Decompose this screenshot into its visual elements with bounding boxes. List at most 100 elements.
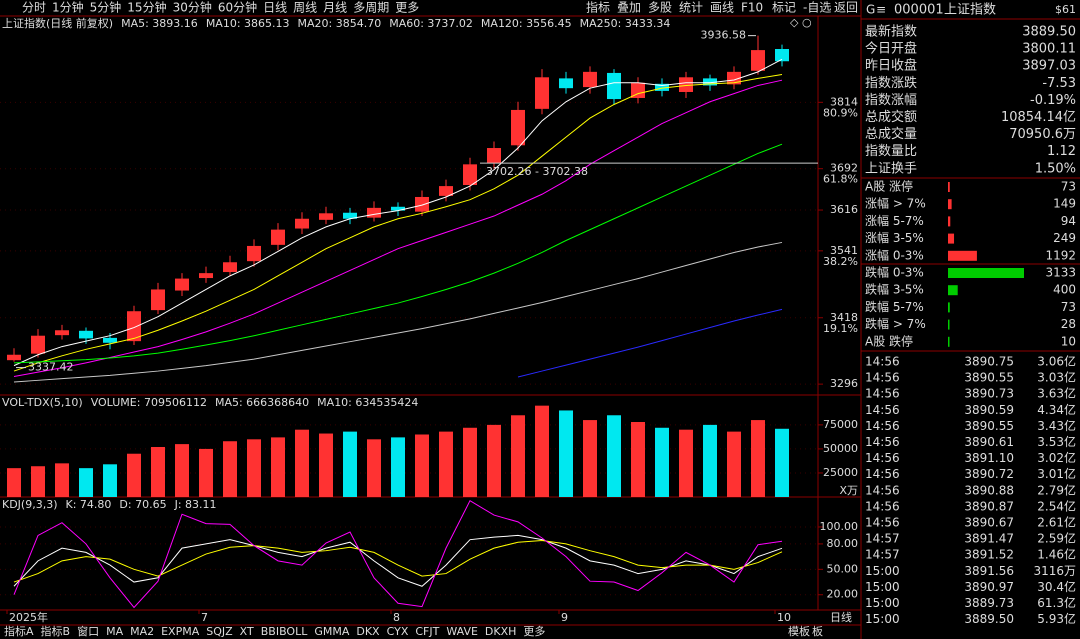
volume-bar [175, 444, 189, 497]
bottom-tab[interactable]: CYX [387, 625, 409, 638]
toolbar-tool[interactable]: 标记 [772, 1, 796, 15]
toolbar-tab[interactable]: 多周期 [353, 1, 389, 15]
bottom-tab[interactable]: DKX [356, 625, 380, 638]
volume-bar [775, 428, 789, 497]
tick-amount: 3.43亿 [1037, 418, 1076, 433]
bottom-tab[interactable]: DKXH [485, 625, 517, 638]
toolbar-tool[interactable]: 返回 [834, 1, 858, 15]
candle-body [583, 71, 597, 88]
bottom-tab[interactable]: EXPMA [161, 625, 200, 638]
legend-entry: VOLUME: 709506112 [91, 396, 207, 409]
volume-bar [247, 439, 261, 497]
bottom-tab[interactable]: 更多 [523, 624, 545, 638]
tick-amount: 2.61亿 [1037, 515, 1076, 530]
toolbar-tab[interactable]: 60分钟 [218, 0, 257, 15]
x-tick-label: 7 [201, 611, 208, 624]
chart-title: KDJ(9,3,3) [2, 498, 58, 511]
toolbar-tool[interactable]: 指标 [586, 0, 610, 15]
toolbar-tab[interactable]: 5分钟 [90, 0, 122, 15]
fib-label: 19.1% [823, 322, 858, 335]
volume-bar [7, 468, 21, 497]
tick-time: 14:56 [865, 499, 900, 513]
tick-price: 3890.59 [964, 403, 1014, 417]
tick-time: 14:57 [865, 532, 900, 546]
tick-price: 3889.50 [964, 612, 1014, 626]
bottom-tab[interactable]: XT [240, 625, 254, 638]
tick-price: 3891.52 [964, 548, 1014, 562]
tick-price: 3890.75 [964, 355, 1014, 369]
bottom-tab[interactable]: MA2 [130, 625, 154, 638]
tick-amount: 3.63亿 [1037, 386, 1076, 401]
toolbar-tool[interactable]: F10 [741, 1, 763, 15]
toolbar-tool[interactable]: 叠加 [617, 1, 641, 15]
volume-bar [535, 405, 549, 497]
dist-value: 3133 [1045, 266, 1076, 280]
candle-body [415, 196, 429, 212]
candle-body [487, 148, 501, 164]
tick-amount: 2.59亿 [1037, 531, 1076, 546]
chart-title: VOL-TDX(5,10) [2, 396, 83, 409]
bottom-tool[interactable]: 模板 [788, 624, 810, 638]
volume-bar [439, 431, 453, 497]
dist-value: 73 [1061, 300, 1076, 314]
tick-amount: 4.34亿 [1037, 402, 1076, 417]
menu-icon[interactable]: ≡ [876, 3, 886, 17]
low-annotation: 3337.42 [28, 361, 74, 374]
y-tick-label: 3296 [830, 377, 858, 390]
kdj-line [13, 534, 783, 587]
candle-body [631, 82, 645, 98]
tick-amount: 5.93亿 [1037, 611, 1076, 626]
tick-time: 15:00 [865, 596, 900, 610]
tick-price: 3891.10 [964, 451, 1014, 465]
toolbar-tool[interactable]: 统计 [679, 1, 703, 15]
dist-value: 249 [1053, 231, 1076, 245]
toolbar-tab[interactable]: 1分钟 [52, 0, 84, 15]
volume-bar [391, 437, 405, 497]
toolbar-tab[interactable]: 日线 [263, 1, 287, 15]
bottom-tab[interactable]: 指标A [4, 624, 34, 638]
stat-label: 总成交额 [865, 109, 917, 125]
volume-bar [223, 441, 237, 497]
bottom-tab[interactable]: WAVE [446, 625, 478, 638]
level-label: 3702.26 - 3702.38 [486, 165, 588, 178]
candle-body [679, 77, 693, 92]
dist-label: 跌幅 0-3% [865, 265, 924, 280]
bottom-tab[interactable]: GMMA [314, 625, 350, 638]
bottom-tab[interactable]: 指标B [41, 624, 71, 638]
bottom-tab[interactable]: SQJZ [206, 625, 233, 638]
toolbar-tab[interactable]: 30分钟 [173, 0, 212, 15]
candle-body [703, 78, 717, 86]
bottom-tool[interactable]: 板 [812, 624, 823, 638]
volume-bar [343, 431, 357, 497]
y-tick-label: 50000 [823, 442, 858, 455]
legend-entry: MA10: 3865.13 [206, 17, 290, 30]
quote-code: 000001 [894, 3, 944, 18]
stat-value: 3800.11 [1022, 42, 1076, 57]
candle-body [247, 245, 261, 262]
toolbar-tool[interactable]: 画线 [710, 1, 734, 15]
toolbar-tab[interactable]: 月线 [323, 1, 347, 15]
settings-icon[interactable]: ◇ ○ [790, 16, 812, 29]
dist-bar [948, 182, 950, 192]
candle-body [463, 164, 477, 186]
bottom-tab[interactable]: MA [106, 625, 123, 638]
y-tick-label: 3541 [830, 244, 858, 257]
tick-time: 14:56 [865, 371, 900, 385]
toolbar-tab[interactable]: 分时 [22, 1, 46, 15]
tick-price: 3890.88 [964, 483, 1014, 497]
candle-body [55, 330, 69, 336]
bottom-tab[interactable]: 窗口 [77, 624, 99, 638]
toolbar-tab[interactable]: 更多 [395, 1, 419, 15]
candle-body [7, 354, 21, 361]
volume-bar [511, 415, 525, 497]
toolbar-tool[interactable]: -自选 [803, 1, 831, 15]
volume-bar [367, 439, 381, 497]
toolbar-tab[interactable]: 周线 [293, 1, 317, 15]
toolbar-tool[interactable]: 多股 [648, 1, 672, 15]
toolbar-tab[interactable]: 15分钟 [127, 0, 166, 15]
bottom-tab[interactable]: BBIBOLL [261, 625, 308, 638]
bottom-tab[interactable]: CFJT [415, 625, 439, 638]
tick-amount: 3.03亿 [1037, 370, 1076, 385]
y-tick-label: 50.00 [827, 562, 859, 575]
